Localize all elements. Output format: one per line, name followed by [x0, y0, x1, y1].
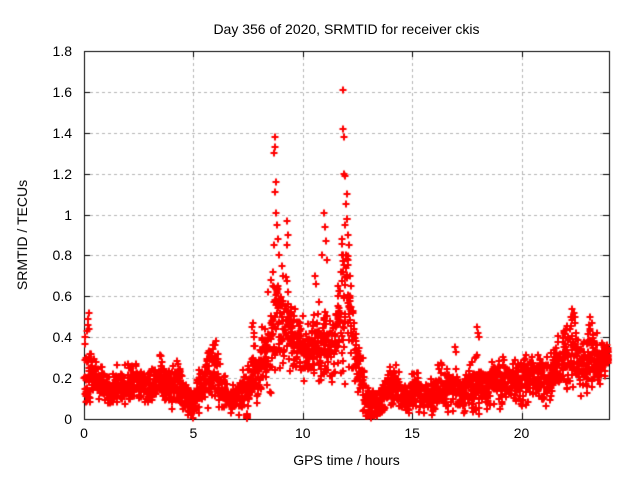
y-tick-label: 0.6 — [52, 288, 72, 305]
y-tick-label: 1.8 — [52, 43, 72, 59]
y-tick-label: 0.4 — [52, 329, 72, 346]
y-tick-label: 0.2 — [52, 370, 72, 387]
y-tick-label: 0.8 — [52, 247, 72, 264]
x-tick-label: 15 — [404, 425, 420, 441]
y-axis-label: SRMTID / TECUs — [14, 179, 30, 291]
x-tick-label: 10 — [294, 425, 311, 441]
x-axis-label: GPS time / hours — [293, 452, 400, 468]
x-tick-label: 5 — [189, 425, 198, 441]
y-tick-label: 1 — [64, 206, 72, 223]
chart-title: Day 356 of 2020, SRMTID for receiver cki… — [213, 21, 480, 37]
y-tick-label: 1.2 — [52, 165, 72, 182]
y-tick-label: 0 — [64, 411, 72, 427]
x-tick-label: 0 — [80, 425, 88, 441]
x-tick-label: 20 — [513, 425, 530, 441]
y-tick-label: 1.4 — [52, 124, 72, 141]
y-tick-label: 1.6 — [52, 83, 72, 100]
